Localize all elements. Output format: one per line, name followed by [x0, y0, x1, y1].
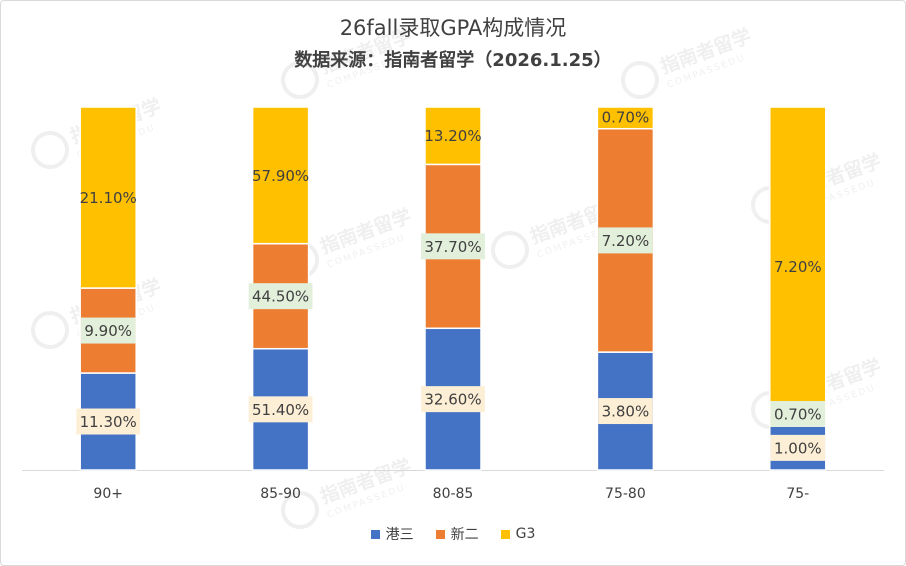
- bar-2-3: [596, 106, 655, 130]
- data-label-bg-1-1: [248, 283, 313, 310]
- legend-swatch-gang3: [370, 529, 380, 539]
- data-label-bg-0-4: [770, 434, 826, 461]
- data-label-0-0: 11.30%: [80, 413, 137, 431]
- bar-2-2: [424, 106, 482, 166]
- data-label-2-0: 21.10%: [80, 189, 137, 207]
- legend-swatch-g3: [500, 529, 510, 539]
- data-label-bg-0-0: [76, 408, 141, 435]
- data-label-2-4: 7.20%: [774, 258, 822, 276]
- legend-item-g3[interactable]: G3: [500, 524, 536, 544]
- data-label-2-2: 13.20%: [424, 127, 481, 145]
- x-tick-label-0: 90+: [93, 486, 123, 502]
- data-label-bg-0-2: [421, 386, 485, 413]
- data-label-bg-0-1: [248, 396, 313, 423]
- legend-item-gang3[interactable]: 港三: [370, 524, 414, 544]
- data-label-0-2: 32.60%: [424, 391, 481, 409]
- data-label-bg-1-4: [770, 401, 826, 427]
- chart-title: 26fall录取GPA构成情况: [339, 16, 567, 40]
- data-label-2-3: 0.70%: [602, 109, 650, 127]
- legend-label-gang3: 港三: [385, 527, 414, 543]
- data-label-2-1: 57.90%: [252, 167, 309, 185]
- data-label-bg-1-0: [80, 317, 136, 344]
- legend-label-g3: G3: [515, 526, 536, 542]
- data-label-0-3: 3.80%: [602, 403, 650, 421]
- data-label-1-4: 0.70%: [774, 406, 822, 424]
- x-tick-label-3: 75-80: [605, 486, 646, 502]
- x-tick-label-2: 80-85: [433, 486, 474, 502]
- x-tick-label-1: 85-90: [260, 486, 301, 502]
- legend-swatch-xin2: [435, 529, 445, 539]
- legend: 港三 新二 G3: [0, 524, 906, 544]
- data-label-1-2: 37.70%: [424, 238, 481, 256]
- bar-2-4: [769, 106, 827, 427]
- chart-subtitle: 数据来源：指南者留学（2026.1.25）: [294, 50, 612, 71]
- data-label-1-1: 44.50%: [252, 288, 309, 306]
- data-label-bg-0-3: [598, 398, 653, 425]
- data-label-0-1: 51.40%: [252, 401, 309, 419]
- data-label-bg-1-2: [421, 233, 485, 260]
- legend-label-xin2: 新二: [450, 527, 479, 543]
- data-label-bg-1-3: [598, 227, 653, 254]
- x-tick-label-4: 75-: [786, 486, 809, 502]
- legend-item-xin2[interactable]: 新二: [435, 524, 479, 544]
- data-label-1-0: 9.90%: [84, 322, 132, 340]
- bar-2-0: [79, 106, 137, 289]
- data-label-1-3: 7.20%: [602, 232, 650, 250]
- bar-2-1: [251, 106, 310, 245]
- data-label-0-4: 1.00%: [774, 439, 822, 457]
